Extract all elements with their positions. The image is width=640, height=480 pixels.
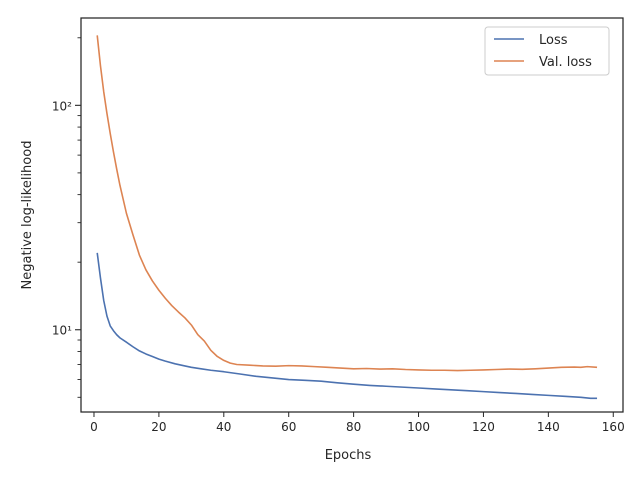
x-tick-label: 120 (472, 420, 495, 434)
y-axis: 10¹ 10² (52, 37, 81, 398)
x-tick-label: 40 (216, 420, 231, 434)
legend-label-val-loss: Val. loss (539, 55, 592, 70)
series-layer (96, 35, 598, 400)
series-line-1 (96, 35, 598, 372)
y-tick-label: 10¹ (52, 324, 72, 338)
x-tick-label: 80 (346, 420, 361, 434)
x-axis-label: Epochs (325, 448, 372, 463)
x-tick-label: 140 (537, 420, 560, 434)
y-axis-label: Negative log-likelihood (20, 141, 35, 290)
series-line-0 (96, 252, 598, 400)
y-tick-label: 10² (52, 99, 72, 113)
x-tick-label: 60 (281, 420, 296, 434)
legend: Loss Val. loss (484, 26, 610, 76)
x-axis: 0 20 40 60 80 100 120 140 160 (90, 412, 625, 434)
legend-label-loss: Loss (539, 33, 568, 48)
x-tick-label: 0 (90, 420, 98, 434)
plot-frame (80, 17, 624, 413)
x-tick-label: 100 (407, 420, 430, 434)
x-tick-label: 20 (151, 420, 166, 434)
x-tick-label: 160 (602, 420, 625, 434)
